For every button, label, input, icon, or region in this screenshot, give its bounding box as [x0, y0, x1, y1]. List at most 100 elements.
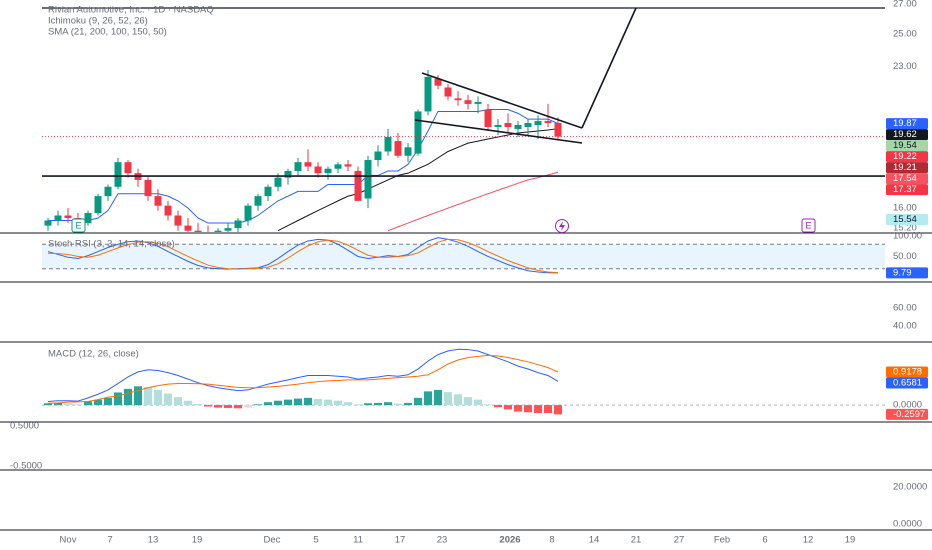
candle-body [324, 168, 332, 174]
price-tag [886, 151, 928, 163]
price-tag [886, 162, 928, 174]
candle-body [334, 164, 342, 169]
histogram-bar [194, 403, 202, 406]
candle-body [414, 111, 422, 154]
candle-body [294, 162, 302, 171]
event-markers: E E [71, 218, 816, 233]
candle-body [234, 220, 242, 229]
candle-body [205, 233, 212, 236]
histogram-bar [384, 402, 392, 406]
histogram-bar [74, 404, 82, 406]
histogram-bar [464, 397, 472, 406]
histogram-bar [244, 405, 252, 408]
price-tag-label: 0.6581 [893, 378, 922, 389]
price-tag [886, 129, 928, 141]
price-tag-label: 15.54 [893, 214, 917, 225]
candle-body [504, 123, 512, 127]
histogram-bar [484, 404, 492, 406]
price-tag-label: 19.87 [893, 118, 917, 129]
histogram-bar [54, 402, 62, 406]
stoch-line [47, 237, 559, 274]
x-tick-label: 17 [395, 535, 406, 546]
candle-body [424, 76, 432, 112]
candle-body [454, 98, 462, 101]
histogram-bar [434, 389, 442, 406]
separators [0, 232, 932, 531]
histogram-bar [304, 397, 312, 406]
histogram-bar [314, 398, 322, 406]
histogram-bar [164, 393, 172, 406]
stoch-line [47, 238, 559, 274]
y-tick-label: 15.20 [893, 223, 917, 234]
histogram-bar [184, 400, 192, 406]
candle-body [484, 109, 492, 127]
candle-body [164, 205, 172, 216]
y-tick-label: 100.00 [893, 231, 922, 242]
histogram-bar [424, 391, 432, 406]
candle-body [344, 164, 352, 167]
x-tick-label: 2026 [499, 535, 520, 546]
histogram-bar [444, 392, 452, 406]
price-tag-label: 19.62 [893, 129, 917, 140]
earnings-marker[interactable] [801, 218, 816, 233]
histogram-bar [154, 389, 162, 406]
candle-body [314, 166, 322, 174]
earnings-icon: E [805, 220, 811, 230]
price-tag [886, 140, 928, 152]
x-tick-label: 7 [107, 535, 112, 546]
histogram-bar [174, 397, 182, 406]
candle-body [434, 78, 442, 86]
histogram-bar [364, 403, 372, 406]
histogram-bar [64, 403, 72, 406]
candle-body [84, 213, 92, 224]
histogram-bar [104, 397, 112, 406]
price-tag-label: 19.54 [893, 140, 917, 151]
candle-body [444, 87, 452, 97]
x-tick-label: 19 [192, 535, 203, 546]
indicator-line [277, 128, 559, 232]
y-tick-label: 20.0000 [893, 482, 927, 493]
pane-title: Stoch RSI (3, 3, 14, 14, close) [48, 239, 175, 250]
histogram-bar [334, 400, 342, 406]
earnings-marker[interactable] [71, 218, 86, 233]
histogram-bar [94, 399, 102, 406]
x-tick-label: 14 [589, 535, 600, 546]
macd-line [47, 348, 559, 402]
x-tick-label: 13 [148, 535, 159, 546]
indicator-label: Ichimoku (9, 26, 52, 26) [48, 16, 148, 27]
x-tick-label: 12 [803, 535, 814, 546]
y-tick-label: 16.00 [893, 203, 917, 214]
trend-line [414, 119, 583, 144]
y-tick-label: 25.00 [893, 29, 917, 40]
y-tick-label: 0.0000 [893, 519, 922, 530]
candle-body [184, 225, 192, 231]
histogram-bar [544, 405, 552, 413]
candle-body [44, 220, 52, 226]
y-tick-label: 50.00 [893, 251, 917, 262]
histogram-bar [294, 398, 302, 406]
candle-body [494, 125, 502, 127]
price-tag [886, 377, 928, 389]
histogram-bar [134, 386, 142, 406]
price-tag [886, 408, 928, 420]
price-tag-label: 19.22 [893, 151, 917, 162]
histogram-bar [554, 405, 562, 415]
candle-body [544, 121, 552, 124]
candle-body [194, 230, 202, 232]
histogram-bar [264, 402, 272, 406]
y-tick-label: 40.00 [893, 321, 917, 332]
histogram-bar [494, 405, 502, 408]
histogram-bar [224, 405, 232, 408]
y-tick-label: 0.0000 [893, 400, 922, 411]
candle-body [554, 123, 562, 137]
pane-title: MACD (12, 26, close) [48, 349, 139, 360]
histogram-bar [44, 403, 52, 406]
candle-body [114, 162, 122, 187]
band-fill [42, 244, 885, 269]
x-tick-label: 23 [437, 535, 448, 546]
indicator-line [387, 171, 559, 232]
candle-body [224, 228, 232, 231]
price-tag [886, 214, 928, 226]
histogram-bar [414, 397, 422, 406]
histogram-bar [354, 404, 362, 406]
